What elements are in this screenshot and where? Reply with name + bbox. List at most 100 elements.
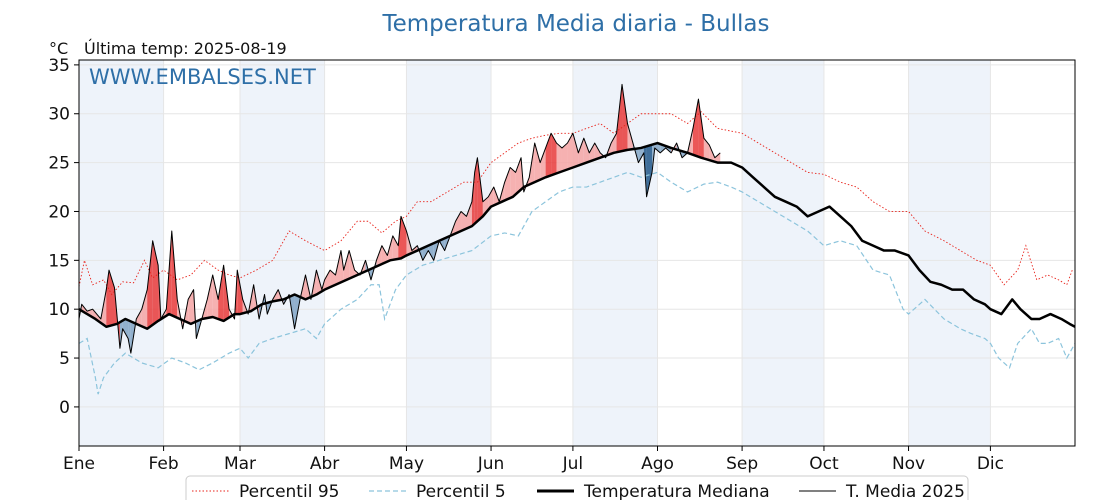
- fill-above-median: [515, 157, 522, 195]
- legend-box: [185, 475, 969, 500]
- fill-above-median: [622, 84, 628, 152]
- x-axis: Ene Feb Mar Abr May Jun Jul Ago Sep Oct Nov Dic: [63, 446, 1004, 474]
- fill-above-median: [567, 133, 573, 170]
- fill-above-median: [698, 99, 704, 159]
- x-tick-label: Ene: [63, 454, 95, 474]
- y-tick-label: 15: [48, 251, 70, 271]
- fill-below-median: [654, 143, 661, 153]
- watermark: WWW.EMBALSES.NET: [89, 65, 316, 89]
- unit-label: °C: [49, 39, 68, 58]
- fill-below-median: [122, 320, 129, 339]
- legend-item-p95: Percentil 95: [192, 482, 339, 500]
- fill-above-median: [572, 133, 579, 168]
- legend-item-p5: Percentil 5: [369, 482, 506, 500]
- y-tick-label: 0: [59, 398, 70, 418]
- fill-above-median: [349, 250, 355, 279]
- fill-above-median: [545, 133, 552, 178]
- x-tick-label: Nov: [892, 454, 925, 474]
- fill-above-median: [335, 250, 341, 285]
- fill-above-median: [611, 133, 617, 154]
- x-tick-label: Sep: [726, 454, 758, 474]
- fill-below-median: [646, 144, 653, 197]
- legend-item-median: Temperatura Mediana: [537, 482, 770, 500]
- fill-below-median: [128, 320, 131, 354]
- legend: Percentil 95 Percentil 5 Temperatura Med…: [185, 475, 969, 500]
- fill-above-median: [471, 172, 475, 227]
- fill-above-median: [561, 143, 568, 172]
- fill-above-median: [578, 138, 584, 166]
- fill-below-median: [422, 245, 429, 261]
- month-band: [79, 60, 164, 446]
- fill-above-median: [556, 143, 562, 174]
- fill-above-median: [343, 250, 350, 282]
- x-tick-label: Abr: [310, 454, 339, 474]
- chart-title: Temperatura Media diaria - Bullas: [381, 11, 769, 37]
- fill-above-median: [510, 167, 516, 199]
- fill-below-median: [428, 243, 434, 261]
- fill-above-median: [381, 245, 388, 264]
- legend-label-median: Temperatura Mediana: [583, 482, 770, 500]
- fill-above-median: [376, 245, 382, 267]
- fill-above-median: [141, 289, 148, 329]
- fill-above-median: [392, 235, 399, 260]
- fill-above-median: [324, 270, 331, 290]
- x-tick-label: Jul: [562, 454, 584, 474]
- fill-above-median: [551, 133, 557, 176]
- series-lines: [79, 83, 1075, 395]
- fill-above-median: [461, 211, 467, 232]
- legend-label-p95: Percentil 95: [239, 482, 339, 500]
- fill-above-median: [466, 201, 472, 229]
- last-temp-label: Última temp: 2025-08-19: [84, 39, 287, 58]
- fill-above-median: [218, 265, 224, 321]
- month-band: [742, 60, 824, 446]
- x-tick-label: Mar: [224, 454, 256, 474]
- x-tick-label: Feb: [149, 454, 179, 474]
- month-band: [239, 60, 325, 446]
- fill-above-median: [106, 270, 110, 327]
- y-tick-label: 30: [48, 105, 70, 125]
- fill-above-median: [92, 309, 101, 323]
- fill-above-median: [616, 84, 623, 153]
- fill-below-median: [638, 147, 644, 163]
- plot-frame: [78, 59, 1076, 447]
- y-axis: 0 5 10 15 20 25 30 35: [48, 56, 79, 418]
- fill-above-median: [714, 152, 721, 163]
- month-band: [908, 60, 991, 446]
- x-tick-label: Oct: [809, 454, 839, 474]
- fill-above-median: [488, 187, 494, 210]
- fill-above-median: [147, 240, 153, 329]
- fill-above-median: [136, 309, 142, 327]
- month-band: [572, 60, 658, 446]
- x-tick-label: Jun: [477, 454, 505, 474]
- legend-label-p5: Percentil 5: [416, 482, 506, 500]
- fill-above-median: [477, 157, 483, 222]
- fill-above-median: [212, 274, 219, 319]
- month-band: [406, 60, 492, 446]
- fill-above-median: [504, 167, 511, 201]
- fill-above-median: [400, 216, 407, 259]
- y-tick-label: 35: [48, 56, 70, 76]
- x-tick-label: May: [389, 454, 424, 474]
- x-tick-label: Ago: [641, 454, 674, 474]
- fill-above-median: [589, 143, 595, 162]
- series-median-line: [79, 141, 1075, 330]
- x-tick-label: Dic: [977, 454, 1004, 474]
- fill-above-median: [207, 274, 213, 318]
- fill-above-median: [152, 240, 159, 325]
- fill-above-median: [583, 138, 590, 164]
- series-2025-line: [79, 83, 721, 354]
- fill-above-median: [474, 157, 478, 224]
- fill-above-median: [692, 99, 699, 157]
- y-tick-label: 20: [48, 202, 70, 222]
- fill-above-median: [594, 143, 601, 160]
- fill-above-median: [540, 147, 546, 180]
- y-tick-label: 10: [48, 300, 70, 320]
- series-p95-line: [79, 111, 1073, 296]
- month-shading: [79, 60, 991, 446]
- fill-above-median: [534, 143, 541, 183]
- fill-above-median: [237, 270, 243, 315]
- legend-label-2025: T. Media 2025: [845, 482, 965, 500]
- y-tick-label: 25: [48, 154, 70, 174]
- fill-above-median: [455, 211, 462, 234]
